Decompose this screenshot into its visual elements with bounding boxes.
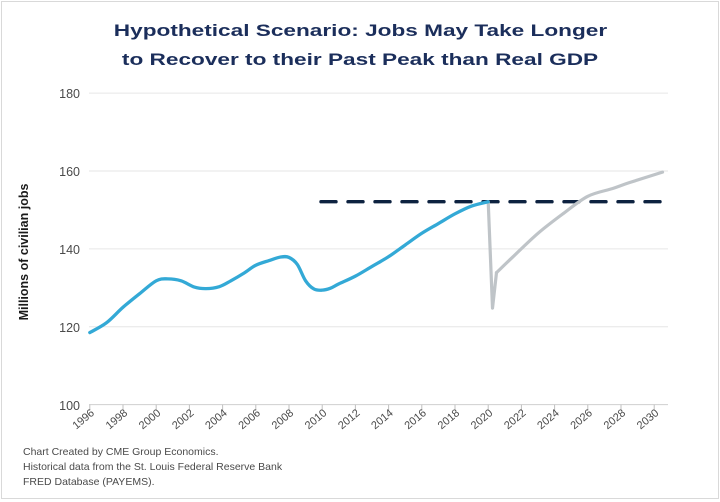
svg-text:2024: 2024 xyxy=(535,407,561,432)
svg-text:2028: 2028 xyxy=(602,407,628,432)
svg-text:2018: 2018 xyxy=(436,407,462,432)
svg-text:2002: 2002 xyxy=(170,407,196,432)
svg-text:2030: 2030 xyxy=(635,407,661,432)
svg-text:2012: 2012 xyxy=(336,407,362,432)
svg-text:120: 120 xyxy=(59,321,80,335)
svg-text:2022: 2022 xyxy=(502,407,528,432)
svg-text:100: 100 xyxy=(59,399,80,413)
svg-text:2010: 2010 xyxy=(303,407,329,432)
svg-text:2026: 2026 xyxy=(568,407,594,432)
svg-text:160: 160 xyxy=(59,165,80,179)
svg-text:140: 140 xyxy=(59,243,80,257)
svg-text:2020: 2020 xyxy=(469,407,495,432)
svg-text:2006: 2006 xyxy=(236,407,262,432)
svg-text:2008: 2008 xyxy=(270,407,296,432)
svg-text:2014: 2014 xyxy=(369,407,395,432)
svg-text:2000: 2000 xyxy=(137,407,163,432)
svg-text:1998: 1998 xyxy=(104,407,130,432)
svg-text:Millions of civilian jobs: Millions of civilian jobs xyxy=(17,184,31,321)
svg-text:180: 180 xyxy=(59,87,80,101)
svg-text:2016: 2016 xyxy=(402,407,428,432)
svg-text:2004: 2004 xyxy=(203,407,229,432)
